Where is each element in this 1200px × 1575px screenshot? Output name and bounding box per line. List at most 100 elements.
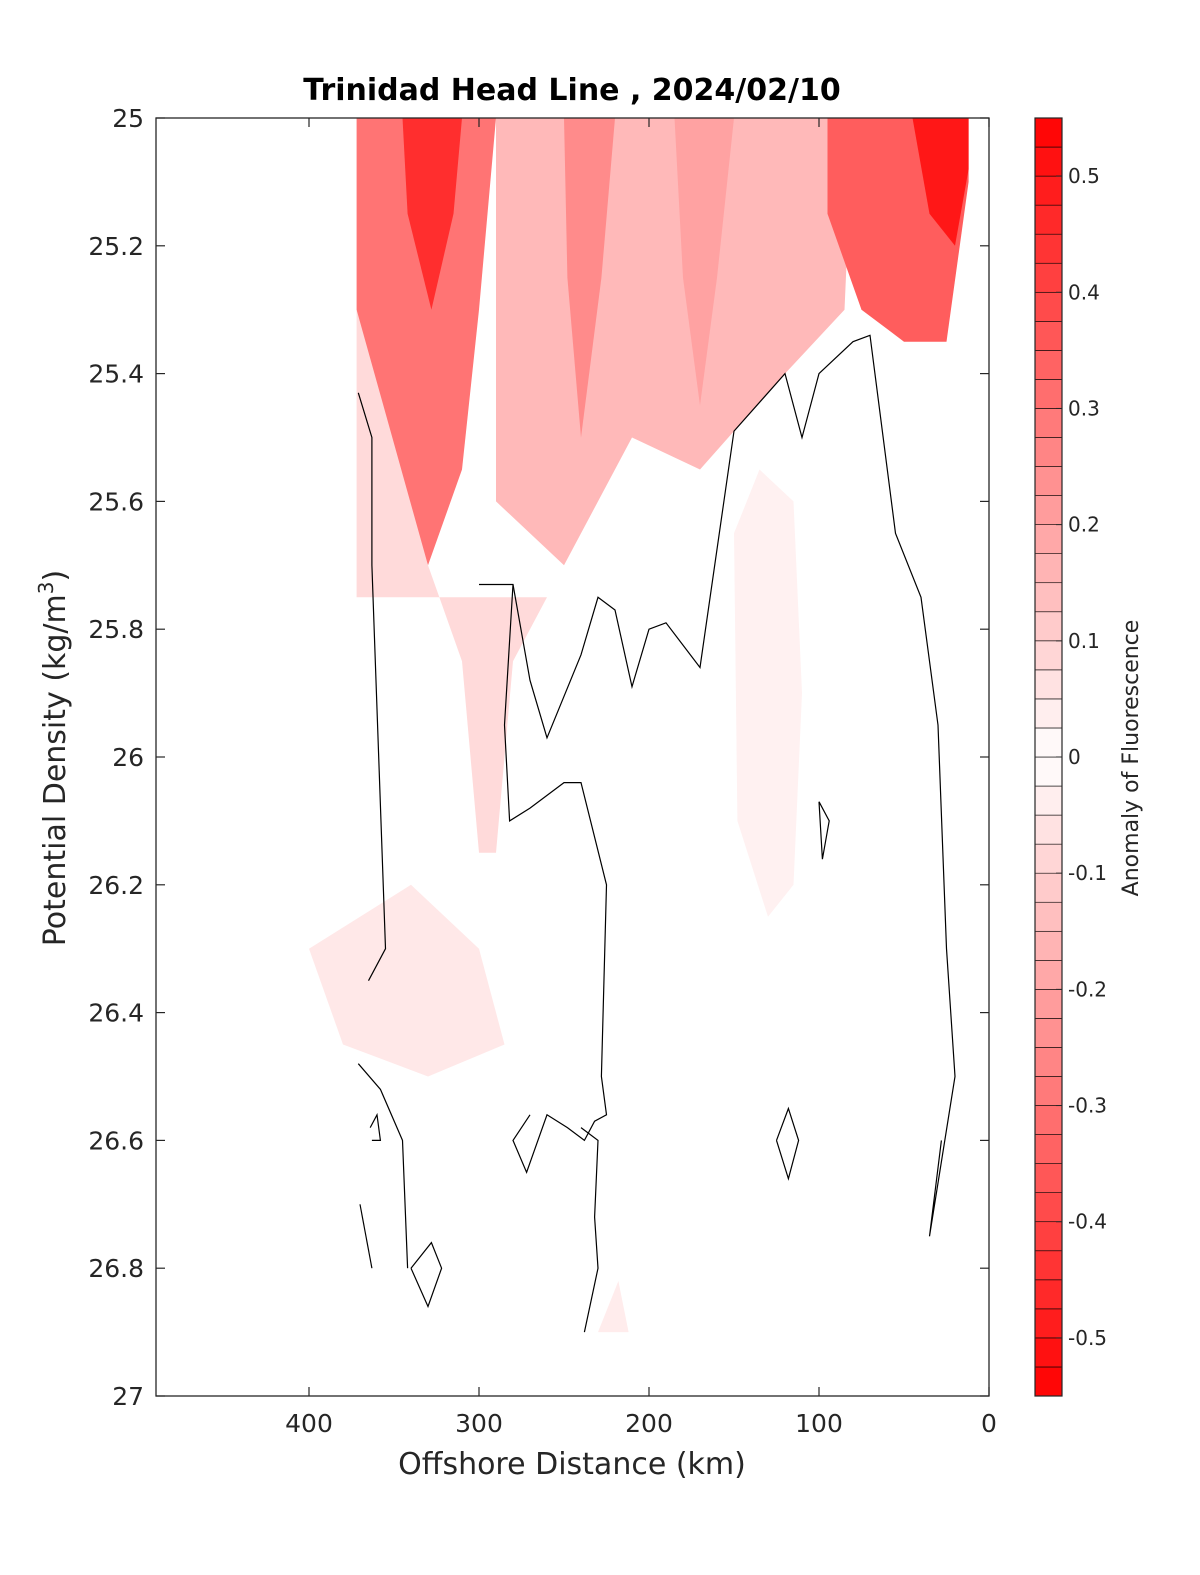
anomaly-region-blue-patch-310km	[309, 884, 505, 1077]
x-tick-label: 200	[625, 1409, 673, 1438]
y-axis-label-close: )	[38, 570, 73, 582]
contour-layer	[357, 334, 956, 1333]
zero-contour-9	[818, 801, 830, 860]
colorbar-level	[1034, 1308, 1063, 1339]
colorbar-level	[1034, 901, 1063, 932]
colorbar-tick-label: 0.5	[1068, 164, 1100, 188]
y-tick-label: 25	[112, 104, 144, 133]
colorbar-level	[1034, 204, 1063, 235]
colorbar-level	[1034, 175, 1063, 206]
colorbar-level	[1034, 117, 1063, 148]
colorbar-level	[1034, 1163, 1063, 1193]
y-axis-label: Potential Density (kg/m3)	[34, 570, 73, 946]
colorbar-level	[1034, 553, 1063, 584]
y-tick-label: 25.2	[88, 232, 144, 261]
x-tick-label: 100	[795, 1409, 843, 1438]
colorbar-level	[1034, 843, 1063, 874]
colorbar-level	[1034, 698, 1063, 729]
zero-contour-5	[410, 1241, 443, 1309]
colorbar-tick-label: -0.3	[1068, 1094, 1107, 1118]
colorbar-tick-label: -0.1	[1068, 861, 1107, 885]
zero-contour-7	[503, 584, 608, 1174]
colorbar-level	[1034, 1018, 1063, 1048]
colorbar-level	[1034, 960, 1063, 990]
zero-contour-10	[775, 1106, 800, 1181]
colorbar-level	[1034, 1337, 1063, 1368]
x-axis-label: Offshore Distance (km)	[398, 1447, 746, 1482]
colorbar: 0.5 0.4 0.3 0.2 0.1 0 -0.1 -0.2 -0.3 -0.4 -0.5	[1034, 117, 1107, 1397]
y-tick-label: 25.8	[88, 615, 144, 644]
colorbar-level	[1034, 872, 1063, 903]
colorbar-level	[1034, 785, 1063, 816]
zero-contour-3	[359, 1204, 373, 1269]
colorbar-level	[1034, 291, 1063, 322]
colorbar-tick-label: -0.5	[1068, 1326, 1107, 1350]
y-tick-label: 27	[112, 1382, 144, 1411]
anomaly-region-blue-core-30km-inner	[912, 118, 969, 246]
colorbar-tick-label: 0.3	[1068, 396, 1100, 420]
zero-contour-8	[580, 1127, 599, 1333]
plot-area	[156, 118, 989, 1396]
y-axis-label-sup: 3	[34, 581, 58, 594]
zero-contour-6	[479, 334, 956, 1237]
colorbar-label: Anomaly of Fluorescence	[1119, 620, 1144, 897]
x-tick-label: 400	[285, 1409, 333, 1438]
anomaly-region-blue-core-330km-inner	[402, 118, 462, 310]
y-tick-label: 25.6	[88, 487, 144, 516]
zero-contour-1	[357, 392, 387, 981]
anomaly-region-red-patch-220km	[598, 1281, 629, 1333]
colorbar-level	[1034, 495, 1063, 525]
colorbar-level	[1034, 669, 1063, 700]
colorbar-level	[1034, 1250, 1063, 1281]
colorbar-level	[1034, 1105, 1063, 1135]
colorbar-tick-label: -0.2	[1068, 977, 1107, 1001]
colorbar-level	[1034, 756, 1063, 787]
colorbar-tick-label: 0.2	[1068, 513, 1100, 537]
zero-contour-4	[369, 1112, 382, 1142]
colorbar-level	[1034, 1076, 1063, 1106]
y-tick-label: 26.4	[88, 999, 144, 1028]
anomaly-region-blue-tongue-300km	[356, 309, 547, 853]
colorbar-tick-label: 0.4	[1068, 280, 1100, 304]
y-tick-label: 26.8	[88, 1254, 144, 1283]
colorbar-level	[1034, 350, 1063, 380]
colorbar-level	[1034, 727, 1063, 758]
zero-contour-2	[357, 1063, 409, 1269]
colorbar-level	[1034, 989, 1063, 1019]
colorbar-level	[1034, 379, 1063, 409]
colorbar-tick-label: 0	[1068, 745, 1081, 769]
y-tick-label: 26.2	[88, 871, 144, 900]
colorbar-level	[1034, 1221, 1063, 1252]
colorbar-level	[1034, 582, 1063, 613]
y-axis-label-main: Potential Density (kg/m	[38, 594, 73, 946]
x-tick-label: 300	[455, 1409, 503, 1438]
colorbar-level	[1034, 930, 1063, 961]
colorbar-level	[1034, 1192, 1063, 1223]
colorbar-tick-label: -0.4	[1068, 1210, 1107, 1234]
colorbar-level	[1034, 640, 1063, 671]
y-tick-label: 26.6	[88, 1126, 144, 1155]
colorbar-level	[1034, 814, 1063, 845]
colorbar-level	[1034, 408, 1063, 438]
anomaly-region-red-patch-130km	[734, 469, 802, 917]
x-tick-label: 0	[981, 1409, 997, 1438]
colorbar-tick-label: 0.1	[1068, 629, 1100, 653]
colorbar-level	[1034, 233, 1063, 264]
colorbar-level	[1034, 321, 1063, 351]
chart-title: Trinidad Head Line , 2024/02/10	[303, 73, 840, 108]
colorbar-level	[1034, 146, 1063, 177]
colorbar-level	[1034, 437, 1063, 467]
colorbar-level	[1034, 524, 1063, 554]
colorbar-level	[1034, 1279, 1063, 1310]
y-tick-label: 25.4	[88, 360, 144, 389]
colorbar-level	[1034, 1134, 1063, 1164]
colorbar-level	[1034, 611, 1063, 642]
y-tick-label: 26	[112, 743, 144, 772]
colorbar-level	[1034, 466, 1063, 496]
anomaly-region-blue-streak-240km	[564, 118, 615, 438]
colorbar-level	[1034, 1366, 1063, 1397]
anomaly-region-blue-streak-170km	[674, 118, 734, 406]
colorbar-level	[1034, 1047, 1063, 1077]
colorbar-level	[1034, 262, 1063, 293]
